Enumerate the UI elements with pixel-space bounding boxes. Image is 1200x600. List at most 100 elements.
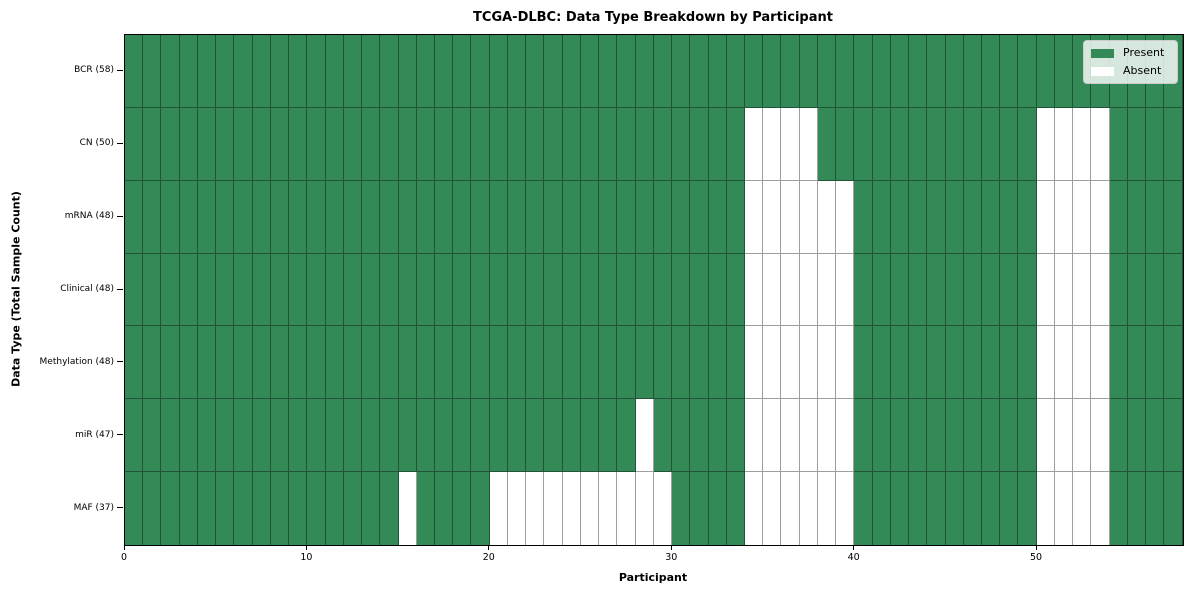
heatmap-cell [252,107,271,181]
heatmap-cell [744,107,764,181]
heatmap-cell [1054,399,1074,473]
heatmap-cell [1127,180,1147,254]
heatmap-cell [836,326,855,400]
heatmap-cell [489,35,508,108]
x-tick-label: 0 [120,552,128,563]
heatmap-cell [197,35,217,108]
heatmap-cell [690,35,709,108]
heatmap-cell [653,180,673,254]
heatmap-cell [362,107,381,181]
heatmap-cell [690,107,709,181]
heatmap-row-clinical [125,253,1183,327]
heatmap-cell [1146,472,1165,546]
heatmap-cell [216,35,235,108]
heatmap-cell [179,399,198,473]
heatmap-cell [945,253,964,327]
heatmap-cell [1018,326,1037,400]
heatmap-row-mir [125,399,1183,473]
heatmap-cell [125,253,144,327]
y-tick-mark [117,69,123,71]
heatmap-cell [982,472,1001,546]
heatmap-cell [635,180,654,254]
x-tick-mark [488,546,490,550]
heatmap-cell [1127,326,1147,400]
heatmap-cell [836,180,855,254]
heatmap-cell [343,180,363,254]
heatmap-cell [817,326,837,400]
heatmap-cell [927,35,946,108]
heatmap-cell [380,472,399,546]
heatmap-cell [854,180,873,254]
heatmap-cell [197,399,217,473]
heatmap-cell [380,399,399,473]
heatmap-cell [489,472,508,546]
heatmap-cell [726,326,745,400]
heatmap-cell [580,180,600,254]
heatmap-cell [125,180,144,254]
y-tick-mark [117,288,123,290]
heatmap-cell [854,253,873,327]
legend-entry-present: Present [1091,44,1170,62]
y-tick-label: MAF (37) [73,502,114,513]
heatmap-cell [1000,253,1019,327]
heatmap-cell [453,326,472,400]
heatmap-cell [179,35,198,108]
heatmap-cell [690,472,709,546]
heatmap-cell [380,35,399,108]
heatmap-cell [1091,107,1110,181]
heatmap-cell [289,326,308,400]
heatmap-cell [945,472,964,546]
heatmap-cell [580,253,600,327]
legend: Present Absent [1083,40,1178,84]
heatmap-cell [544,326,563,400]
heatmap-cell [526,399,545,473]
heatmap-cell [161,326,180,400]
heatmap-cell [872,107,891,181]
heatmap-cell [197,326,217,400]
y-tick-mark [117,361,123,363]
heatmap-cell [489,180,508,254]
heatmap-cell [708,399,727,473]
heatmap-cell [544,180,563,254]
heatmap-cell [544,107,563,181]
heatmap-cell [416,253,435,327]
heatmap-cell [507,180,527,254]
heatmap-cell [945,107,964,181]
heatmap-cell [289,180,308,254]
heatmap-cell [1109,326,1128,400]
heatmap-cell [125,472,144,546]
heatmap-cell [635,107,654,181]
heatmap-cell [362,399,381,473]
heatmap-cell [143,472,162,546]
heatmap-cell [270,472,290,546]
heatmap-cell [927,399,946,473]
x-tick-mark [123,546,125,550]
heatmap-cell [672,472,691,546]
heatmap-cell [1036,326,1055,400]
heatmap-cell [325,253,344,327]
heatmap-cell [836,35,855,108]
heatmap-cell [562,107,581,181]
heatmap-cell [161,180,180,254]
x-tick-mark [670,546,672,550]
heatmap-cell [289,35,308,108]
heatmap-cell [270,180,290,254]
heatmap-cell [653,107,673,181]
heatmap-cell [1018,35,1037,108]
heatmap-cell [909,399,928,473]
heatmap-cell [799,107,818,181]
heatmap-cell [799,326,818,400]
heatmap-cell [1018,107,1037,181]
heatmap-cell [416,472,435,546]
heatmap-cell [1091,253,1110,327]
heatmap-cell [1073,399,1092,473]
heatmap-cell [380,107,399,181]
heatmap-cell [963,399,983,473]
heatmap-cell [526,253,545,327]
heatmap-cell [945,399,964,473]
heatmap-cell [289,107,308,181]
heatmap-plot [124,34,1184,546]
heatmap-cell [1000,399,1019,473]
heatmap-cell [289,399,308,473]
heatmap-cell [963,253,983,327]
